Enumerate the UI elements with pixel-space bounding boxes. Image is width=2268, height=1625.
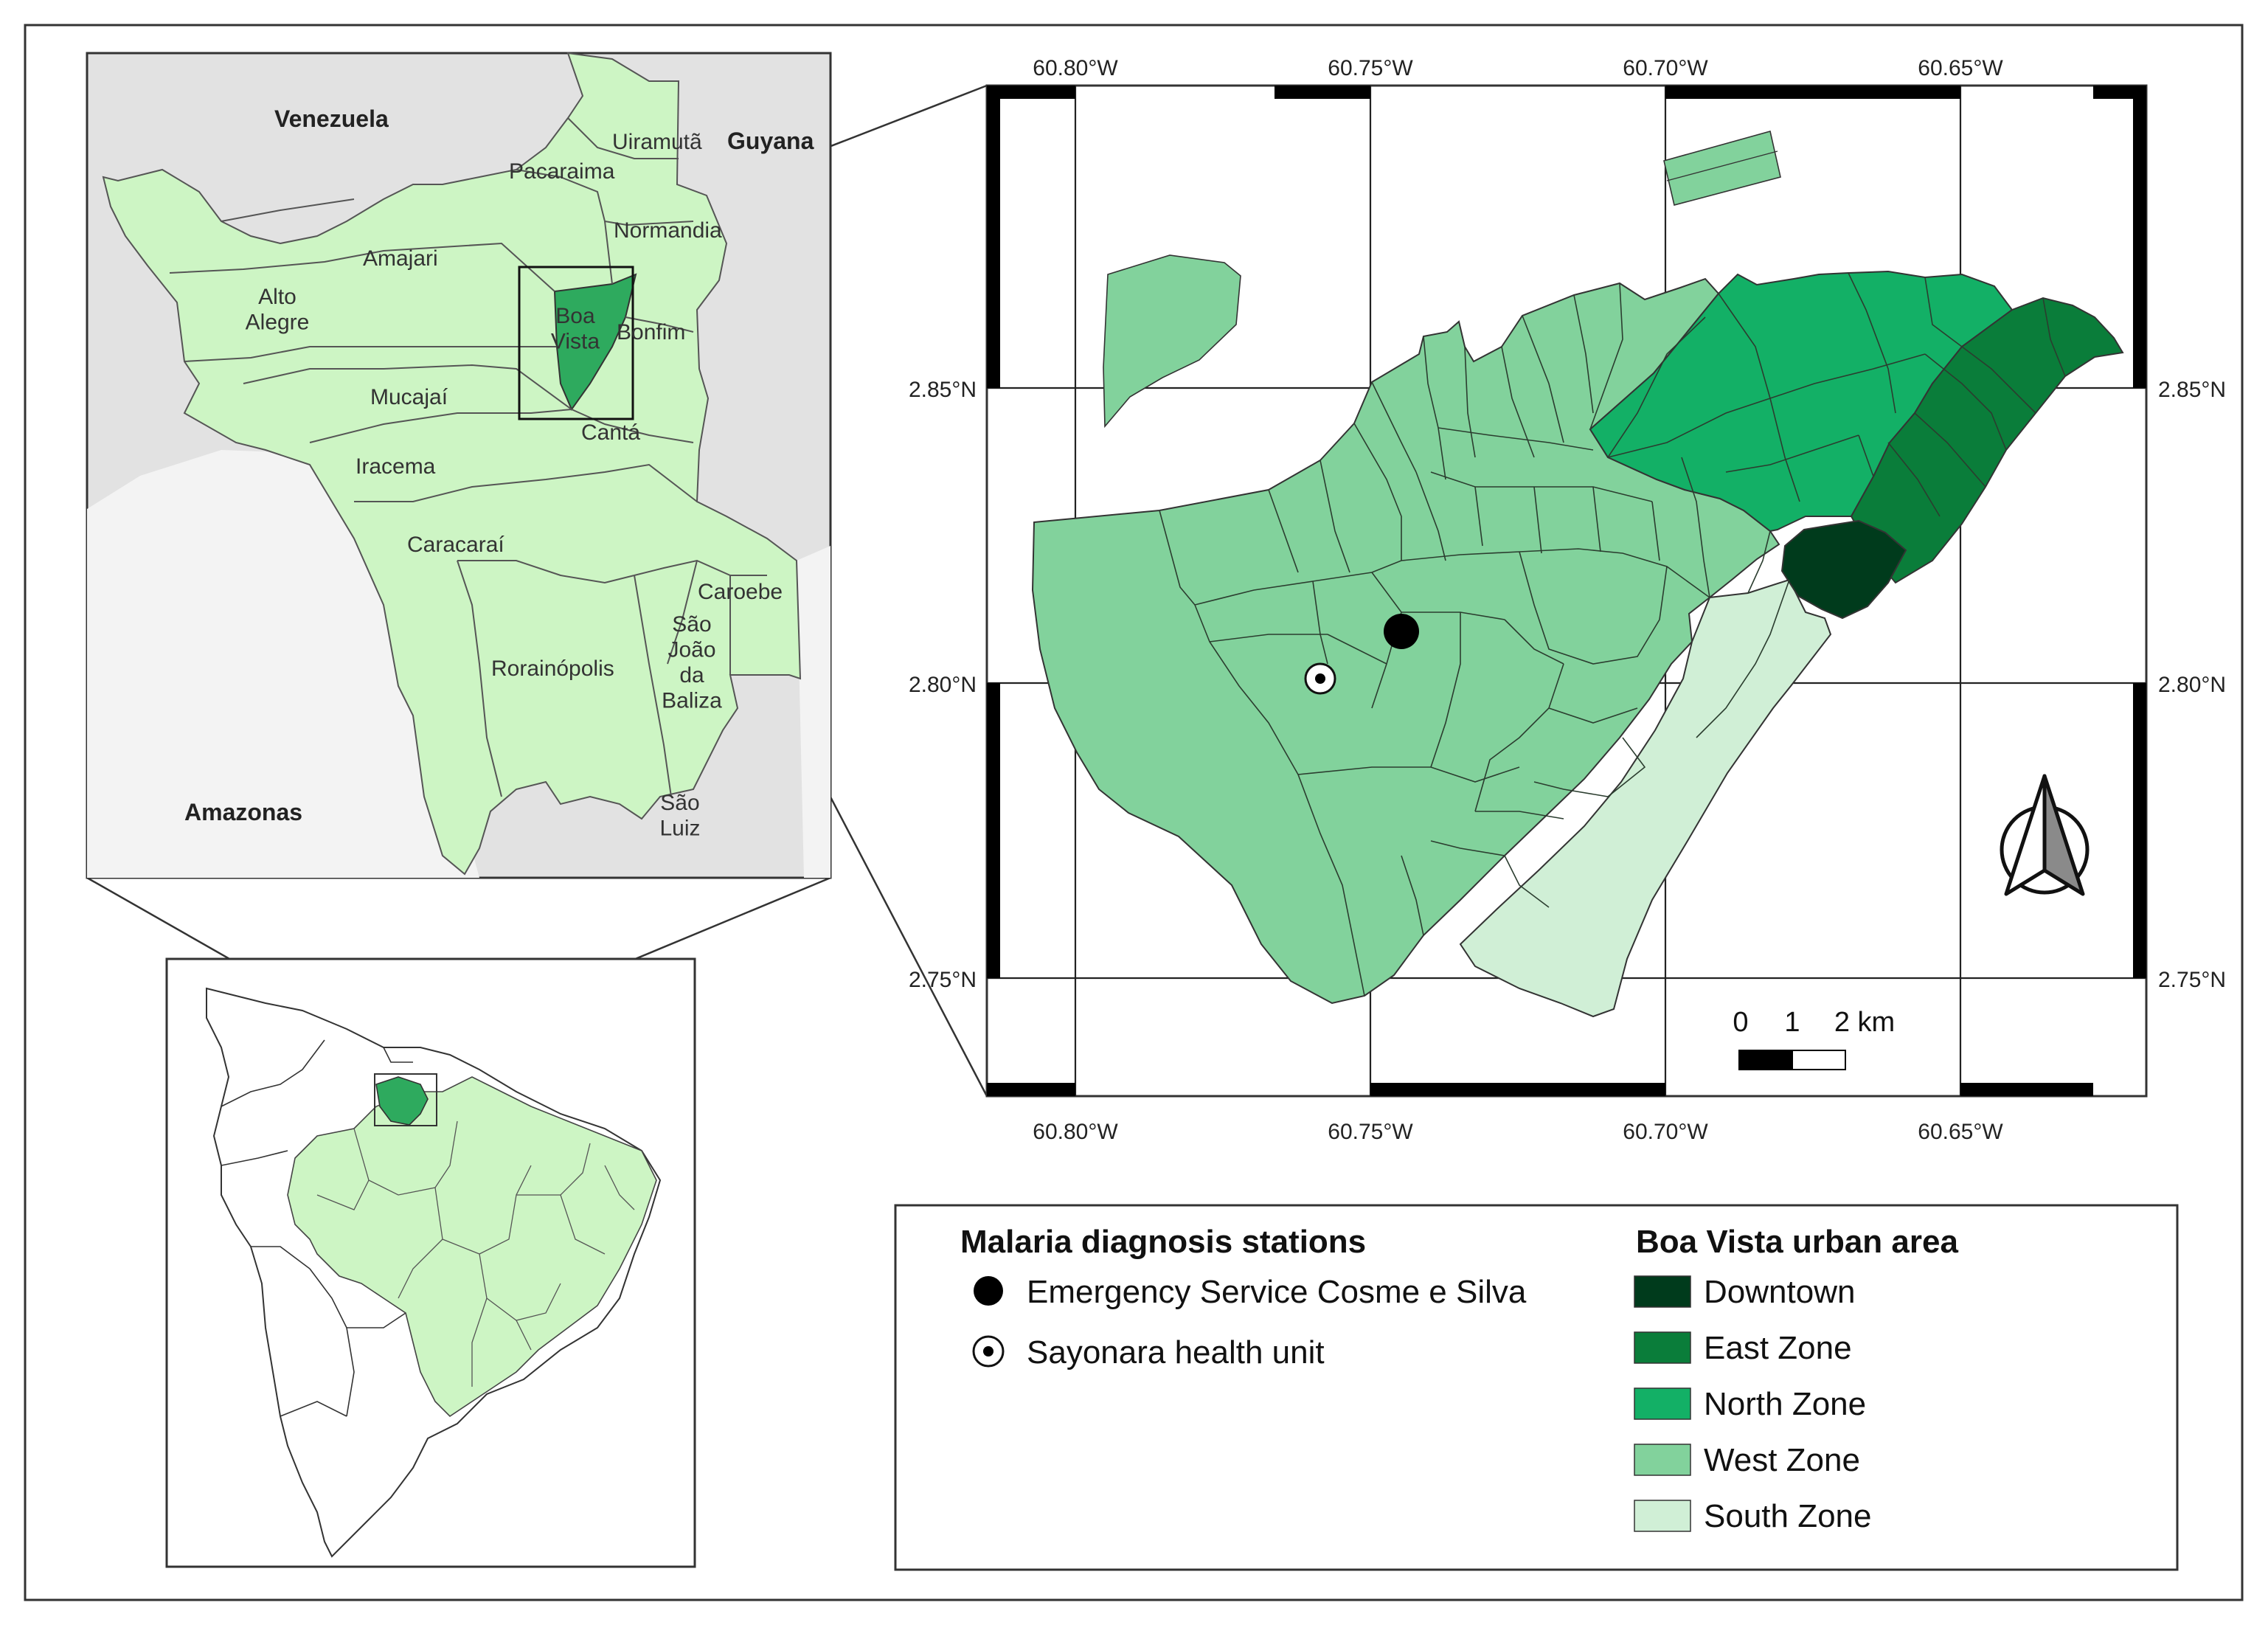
lon-labels-top: 60.80°W 60.75°W 60.70°W 60.65°W [1033, 56, 2003, 80]
legend-zone-list: Downtown East Zone North Zone West Zone … [1634, 1274, 1872, 1534]
downtown [1780, 519, 1907, 620]
legend-zone-east-label: East Zone [1704, 1330, 1852, 1366]
legend-zone-south-label: South Zone [1704, 1498, 1872, 1534]
roraima-inset-map: Venezuela Guyana Amazonas Uiramutã Pacar… [86, 52, 832, 879]
station-sayonara-health-unit [1304, 662, 1336, 695]
scale-label-2: 2 km [1834, 1007, 1895, 1038]
boa-vista-zoom-box [518, 266, 634, 420]
label-guyana: Guyana [727, 128, 814, 154]
lon-label-top-2: 60.75°W [1328, 56, 1413, 80]
label-iracema: Iracema [356, 454, 436, 479]
scale-label-1: 1 [1784, 1007, 1800, 1038]
legend-zone-south: South Zone [1634, 1498, 1872, 1534]
lat-labels-right: 2.85°N 2.80°N 2.75°N [2158, 378, 2226, 992]
label-caroebe: Caroebe [698, 580, 783, 604]
label-caracarai: Caracaraí [407, 533, 504, 557]
north-arrow-icon [2000, 774, 2090, 896]
legend-zone-north: North Zone [1634, 1386, 1866, 1422]
south-america-locator-map [165, 957, 696, 1568]
lat-label-left-3: 2.75°N [909, 968, 977, 992]
municipal-boundaries [169, 117, 767, 797]
lon-label-bottom-2: 60.75°W [1328, 1120, 1413, 1144]
east-zone [1850, 297, 2124, 584]
legend-sayonara-symbol [972, 1335, 1005, 1368]
lon-label-bottom-4: 60.65°W [1918, 1120, 2003, 1144]
lat-label-right-3: 2.75°N [2158, 968, 2226, 992]
lat-labels-left: 2.85°N 2.80°N 2.75°N [909, 378, 977, 992]
lon-label-bottom-1: 60.80°W [1033, 1120, 1118, 1144]
legend-zone-north-label: North Zone [1704, 1386, 1866, 1422]
roraima-locator-box [374, 1073, 437, 1126]
legend-stations-title: Malaria diagnosis stations [960, 1224, 1366, 1260]
label-uiramuta: Uiramutã [612, 130, 702, 154]
roraima-locator [375, 1076, 429, 1126]
label-canta: Cantá [581, 420, 640, 445]
lat-label-left-2: 2.80°N [909, 673, 977, 697]
scale-label-0: 0 [1733, 1007, 1748, 1038]
legend-sayonara-label: Sayonara health unit [1027, 1334, 1325, 1371]
city-map-neatline [987, 86, 2146, 1096]
west-zone-fragment-north [1663, 131, 1781, 206]
label-alto-alegre: Alto Alegre [246, 285, 310, 335]
brazil-country [287, 1076, 657, 1418]
label-boa-vista: Boa Vista [551, 304, 600, 354]
west-zone-fragment-northwest [1103, 254, 1241, 429]
label-mucajai: Mucajaí [370, 385, 448, 409]
legend-frame [894, 1204, 2179, 1571]
boa-vista-municipality [553, 273, 637, 412]
legend-zone-east: East Zone [1634, 1330, 1852, 1366]
west-zone-fragment-north-divider [1666, 150, 1778, 181]
lat-label-right-2: 2.80°N [2158, 673, 2226, 697]
legend-emergency-label: Emergency Service Cosme e Silva [1027, 1274, 1527, 1310]
legend-zones-title: Boa Vista urban area [1636, 1224, 1958, 1260]
lon-labels-bottom: 60.80°W 60.75°W 60.70°W 60.65°W [1033, 1120, 2003, 1144]
lon-label-top-4: 60.65°W [1918, 56, 2003, 80]
legend-emergency-symbol [974, 1276, 1003, 1306]
scale-bar: 0 1 2 km [1733, 1007, 1895, 1070]
lon-label-top-3: 60.70°W [1623, 56, 1708, 80]
label-sao-luiz: São Luiz [659, 791, 700, 841]
south-america-country-boundaries [221, 1039, 413, 1417]
label-amajari: Amajari [363, 246, 438, 271]
label-amazonas: Amazonas [184, 799, 302, 825]
neighbourhood-boundaries [1159, 272, 2066, 997]
lon-label-bottom-3: 60.70°W [1623, 1120, 1708, 1144]
label-rorainopolis: Rorainópolis [491, 656, 614, 681]
lon-label-top-1: 60.80°W [1033, 56, 1118, 80]
roraima-state [102, 52, 802, 876]
legend-zone-downtown: Downtown [1634, 1274, 1855, 1310]
lat-label-left-1: 2.85°N [909, 378, 977, 402]
legend-zone-downtown-label: Downtown [1704, 1274, 1855, 1310]
guyana-area [797, 546, 830, 878]
lat-label-right-1: 2.85°N [2158, 378, 2226, 402]
boa-vista-city-map: 60.80°W 60.75°W 60.70°W 60.65°W 60.80°W … [909, 56, 2226, 1144]
legend-zone-west-label: West Zone [1704, 1442, 1860, 1478]
label-normandia: Normandia [614, 218, 722, 243]
label-pacaraima: Pacaraima [509, 159, 615, 184]
label-venezuela: Venezuela [274, 105, 389, 132]
legend-zone-west: West Zone [1634, 1442, 1860, 1478]
legend: Malaria diagnosis stations Emergency Ser… [894, 1204, 2179, 1571]
brazil-state-boundaries [316, 1120, 635, 1387]
label-sao-joao-da-baliza: São João da Baliza [662, 612, 722, 713]
station-emergency-service-cosme-e-silva [1384, 614, 1419, 649]
label-bonfim: Bonfim [617, 320, 685, 344]
